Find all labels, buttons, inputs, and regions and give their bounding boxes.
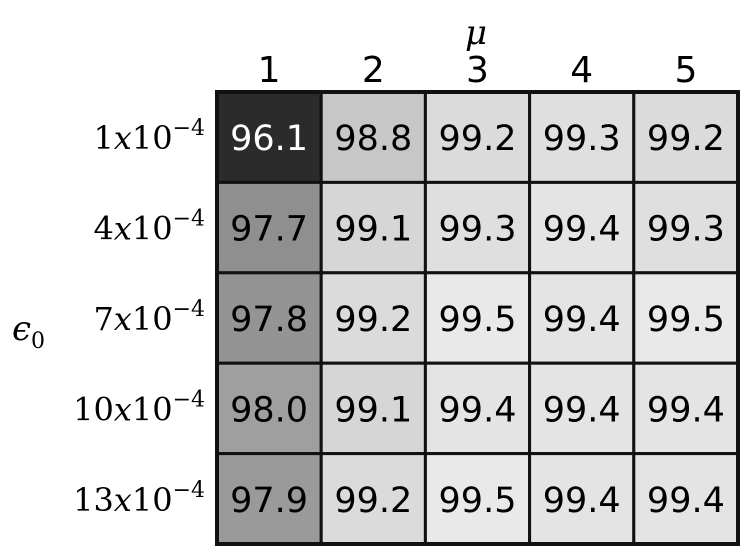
cell-value-r4-c2: 99.1 xyxy=(334,390,412,430)
cell-value-r1-c4: 99.3 xyxy=(543,119,621,159)
column-label-1: 1 xyxy=(258,50,281,91)
cell-value-r2-c1: 97.7 xyxy=(230,210,308,250)
heatmap-cell-r5-c3 xyxy=(423,452,532,546)
cell-value-r5-c4: 99.4 xyxy=(543,481,621,521)
row-label-4-base: 10x10 xyxy=(73,390,172,428)
cell-value-r2-c3: 99.3 xyxy=(439,210,517,250)
row-label-5-times: x xyxy=(114,481,132,519)
column-label-2: 2 xyxy=(362,50,385,91)
cell-value-r5-c5: 99.4 xyxy=(647,481,725,521)
row-label-5-ten: 10 xyxy=(132,481,173,519)
row-label-4-times: x xyxy=(114,390,132,428)
heatmap-cell-r3-c2 xyxy=(319,271,427,365)
row-label-1-times: x xyxy=(114,119,132,157)
cell-value-r5-c2: 99.2 xyxy=(334,481,412,521)
heatmap-border xyxy=(215,90,740,546)
row-label-4-ten: 10 xyxy=(132,390,173,428)
row-label-1-base: 1x10 xyxy=(93,119,172,157)
cell-value-r5-c1: 97.9 xyxy=(230,481,308,521)
cell-value-r2-c4: 99.4 xyxy=(543,210,621,250)
row-label-5-base: 13x10 xyxy=(73,481,172,519)
row-label-1-exponent: −4 xyxy=(173,116,205,141)
cell-value-r1-c1: 96.1 xyxy=(230,119,308,159)
row-label-3-exponent: −4 xyxy=(173,297,205,322)
cell-value-r1-c5: 99.2 xyxy=(647,119,725,159)
row-label-5-exponent: −4 xyxy=(173,478,205,503)
cell-value-r4-c5: 99.4 xyxy=(647,390,725,430)
row-label-2-coefficient: 4 xyxy=(93,210,113,248)
row-label-1: 1x10−4 xyxy=(93,116,205,157)
cell-value-r4-c3: 99.4 xyxy=(439,390,517,430)
heatmap-cell-r3-c4 xyxy=(528,271,636,365)
row-label-1-ten: 10 xyxy=(132,119,173,157)
row-label-3-ten: 10 xyxy=(132,300,173,338)
cell-value-r2-c5: 99.3 xyxy=(647,210,725,250)
row-label-4: 10x10−4 xyxy=(73,387,205,428)
x-axis-title: μ xyxy=(465,13,487,53)
heatmap-cell-r2-c3 xyxy=(423,180,532,275)
y-axis-title: ϵ0 xyxy=(12,309,45,354)
cell-value-r3-c1: 97.8 xyxy=(230,300,308,340)
row-label-2: 4x10−4 xyxy=(93,207,205,248)
row-label-5-coefficient: 13 xyxy=(73,481,114,519)
row-label-5: 13x10−4 xyxy=(73,478,205,519)
heatmap-cell-r4-c2 xyxy=(319,361,427,456)
column-label-3: 3 xyxy=(466,50,489,91)
row-label-2-exponent: −4 xyxy=(173,207,205,232)
row-label-3-coefficient: 7 xyxy=(93,300,113,338)
row-label-3: 7x10−4 xyxy=(93,297,205,338)
row-label-2-base: 4x10 xyxy=(93,210,172,248)
column-label-4: 4 xyxy=(570,50,593,91)
cell-value-r4-c1: 98.0 xyxy=(230,390,308,430)
cell-value-r3-c4: 99.4 xyxy=(543,300,621,340)
row-label-1-coefficient: 1 xyxy=(93,119,113,157)
cell-value-r3-c5: 99.5 xyxy=(647,300,725,340)
cell-value-r3-c2: 99.2 xyxy=(334,300,412,340)
cell-value-r5-c3: 99.5 xyxy=(439,481,517,521)
cell-value-r1-c2: 98.8 xyxy=(334,119,412,159)
row-label-2-times: x xyxy=(114,210,132,248)
heatmap-cell-r2-c5 xyxy=(632,180,740,275)
cell-value-r3-c3: 99.5 xyxy=(439,300,517,340)
y-axis-title-symbol: ϵ xyxy=(12,309,31,349)
y-axis-title-subscript: 0 xyxy=(31,329,45,354)
cell-value-r1-c3: 99.2 xyxy=(439,119,517,159)
column-label-5: 5 xyxy=(674,50,697,91)
row-label-4-coefficient: 10 xyxy=(73,390,114,428)
row-label-4-exponent: −4 xyxy=(173,387,205,412)
cell-value-r2-c2: 99.1 xyxy=(334,210,412,250)
heatmap-grid: 96.1 98.8 99.2 99.3 99.2 97.7 99.1 99.3 99.4 99.3… xyxy=(215,90,740,546)
heatmap-cell-r5-c2 xyxy=(319,452,427,546)
heatmap-cell-r4-c4 xyxy=(528,361,636,456)
heatmap-cell-r4-c5 xyxy=(632,361,740,456)
row-label-3-times: x xyxy=(114,300,132,338)
row-label-2-ten: 10 xyxy=(132,210,173,248)
column-labels: 1 2 3 4 5 xyxy=(258,50,698,91)
cell-value-r4-c4: 99.4 xyxy=(543,390,621,430)
row-label-3-base: 7x10 xyxy=(93,300,172,338)
heatmap-cell-r1-c2 xyxy=(319,90,427,184)
